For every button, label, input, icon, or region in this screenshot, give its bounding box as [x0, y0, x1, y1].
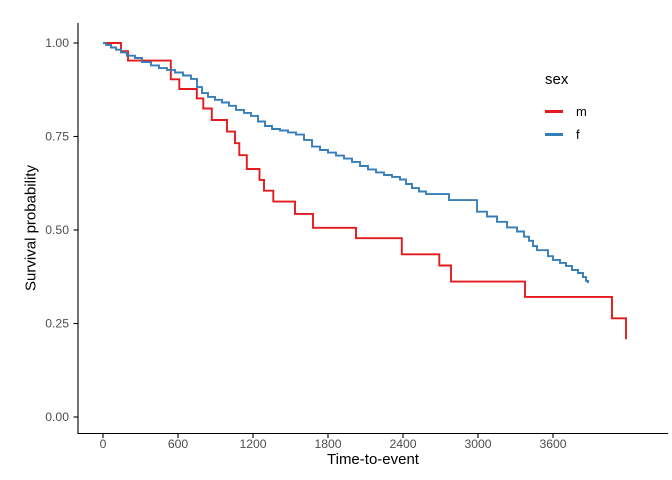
y-tick-label: 0.00 [45, 410, 69, 424]
x-tick-label: 2400 [389, 437, 416, 451]
legend-key-line-f [545, 133, 563, 136]
x-tick-label: 600 [168, 437, 189, 451]
x-tick-label: 3000 [464, 437, 491, 451]
x-tick-label: 1200 [239, 437, 266, 451]
y-axis-title: Survival probability [22, 165, 40, 291]
y-tick-label: 0.50 [45, 223, 69, 237]
survival-curve-m [103, 42, 627, 340]
axis-lines [77, 23, 668, 435]
legend-title: sex [545, 71, 569, 88]
y-tick-label: 0.75 [45, 130, 69, 144]
legend-key-line-m [545, 110, 563, 113]
legend-item-f: f [545, 123, 587, 146]
legend: sex m f [545, 71, 587, 146]
x-tick-label: 3600 [539, 437, 566, 451]
x-axis-title: Time-to-event [327, 451, 419, 468]
x-tick-label: 1800 [314, 437, 341, 451]
legend-label-f: f [576, 127, 580, 142]
x-tick-label: 0 [100, 437, 107, 451]
legend-label-m: m [576, 104, 587, 119]
x-axis-ticks: 0 600 1200 1800 2400 3000 3600 [100, 433, 567, 451]
survival-curve-f [103, 42, 589, 284]
y-axis-ticks: 0.00 0.25 0.50 0.75 1.00 [45, 36, 78, 424]
legend-item-m: m [545, 100, 587, 123]
y-tick-label: 1.00 [45, 36, 69, 50]
y-tick-label: 0.25 [45, 317, 69, 331]
